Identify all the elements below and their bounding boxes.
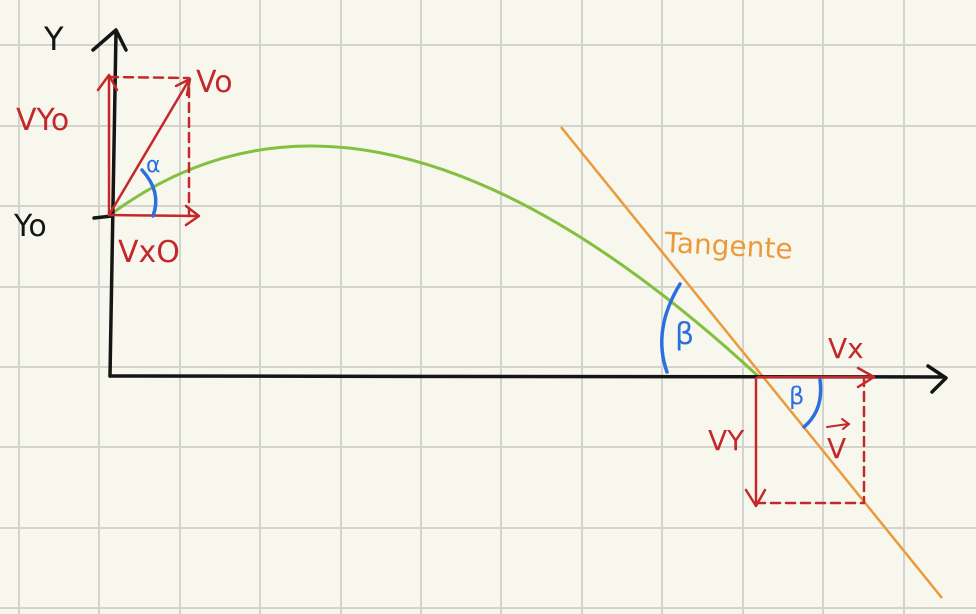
beta-upper-label: β xyxy=(675,317,694,352)
y0-tick xyxy=(92,214,114,220)
vy0-arrowhead xyxy=(96,73,119,92)
vy0-label: VYo xyxy=(16,103,69,138)
y0-label: Yo xyxy=(13,209,47,244)
x-axis-arrowhead xyxy=(926,364,948,394)
vx0-label: VxO xyxy=(118,235,180,270)
beta-upper-arc xyxy=(660,282,682,374)
vx0-arrowhead xyxy=(184,204,201,227)
v0-component-dashes xyxy=(107,75,191,218)
v-component-dashes xyxy=(754,376,866,505)
tangent-line xyxy=(560,126,943,599)
beta-lower-arc xyxy=(802,378,823,429)
final-velocity-vectors xyxy=(744,366,876,508)
y-axis xyxy=(108,30,118,378)
v0-label: Vo xyxy=(196,65,233,100)
v-vector-arrow-mark xyxy=(826,418,851,430)
alpha-label: α xyxy=(146,153,161,178)
beta-lower-label: β xyxy=(789,382,804,410)
angle-arcs xyxy=(140,168,823,429)
vy-arrowhead xyxy=(744,488,767,508)
tangent-label: Tangente xyxy=(663,226,794,266)
vx-label: Vx xyxy=(828,332,864,365)
vy-label: VY xyxy=(708,424,745,457)
v-label: V xyxy=(827,432,846,465)
alpha-arc xyxy=(140,168,158,218)
v0-vector xyxy=(107,78,191,217)
y-axis-arrowhead xyxy=(91,28,128,52)
y-axis-label: Y xyxy=(43,20,64,58)
